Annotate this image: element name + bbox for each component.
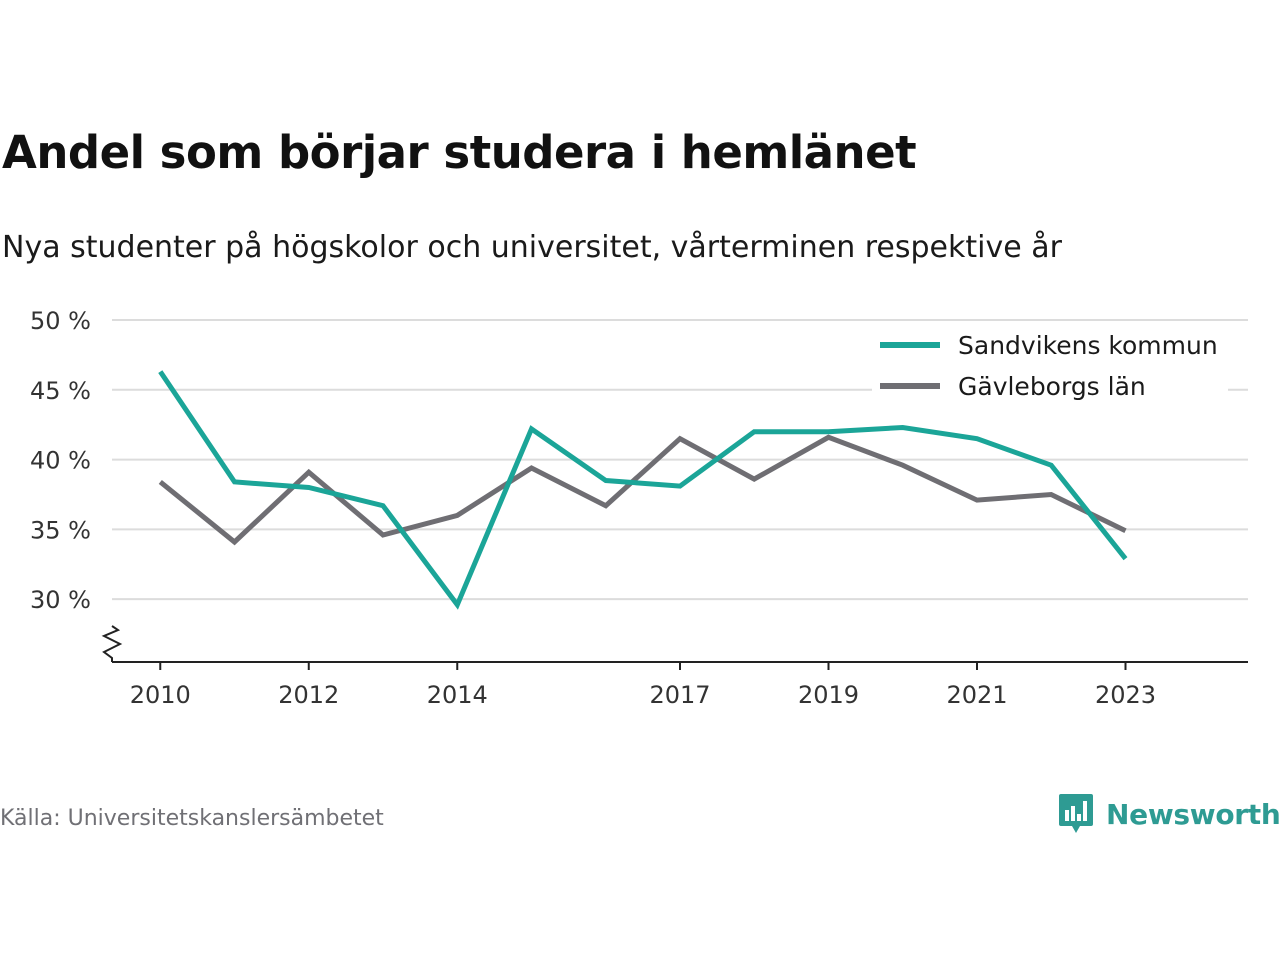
x-tick-label: 2019 (798, 681, 859, 709)
series-line-1 (158, 370, 1128, 610)
x-tick-label: 2014 (427, 681, 488, 709)
x-tick-label: 2010 (130, 681, 191, 709)
brand-logo: Newsworthy (1058, 792, 1280, 836)
source-note: Källa: Universitetskanslersämbetet (0, 806, 384, 831)
series-line-2 (158, 434, 1127, 546)
x-axis: 2010 2012 2014 2017 2019 2021 2023 (101, 625, 1248, 709)
line-chart: 30 %35 %40 %45 %50 % 2010 2012 2014 2017 201… (30, 307, 1248, 709)
x-tick-label: 2017 (649, 681, 710, 709)
newsworthy-logo-icon (1059, 794, 1093, 833)
chart-subtitle: Nya studenter på högskolor och universit… (2, 230, 1062, 265)
brand-name: Newsworthy (1106, 797, 1280, 831)
y-tick-label: 50 % (30, 307, 91, 335)
x-tick-label: 2021 (946, 681, 1007, 709)
axis-break-icon (101, 625, 123, 662)
legend-label: Sandvikens kommun (958, 331, 1218, 360)
series-lines (158, 370, 1128, 610)
x-tick-label: 2023 (1095, 681, 1156, 709)
y-tick-label: 45 % (30, 377, 91, 405)
y-axis-tick-labels: 30 % 35 % 40 % 45 % 50 % (30, 307, 91, 614)
x-tick-label: 2012 (278, 681, 339, 709)
legend: Sandvikens kommun Gävleborgs län (872, 322, 1228, 410)
legend-background (872, 322, 1228, 410)
y-tick-label: 40 % (30, 447, 91, 475)
legend-label: Gävleborgs län (958, 372, 1146, 401)
y-tick-label: 30 % (30, 586, 91, 614)
y-tick-label: 35 % (30, 516, 91, 544)
chart-title: Andel som börjar studera i hemlänet (2, 126, 917, 179)
